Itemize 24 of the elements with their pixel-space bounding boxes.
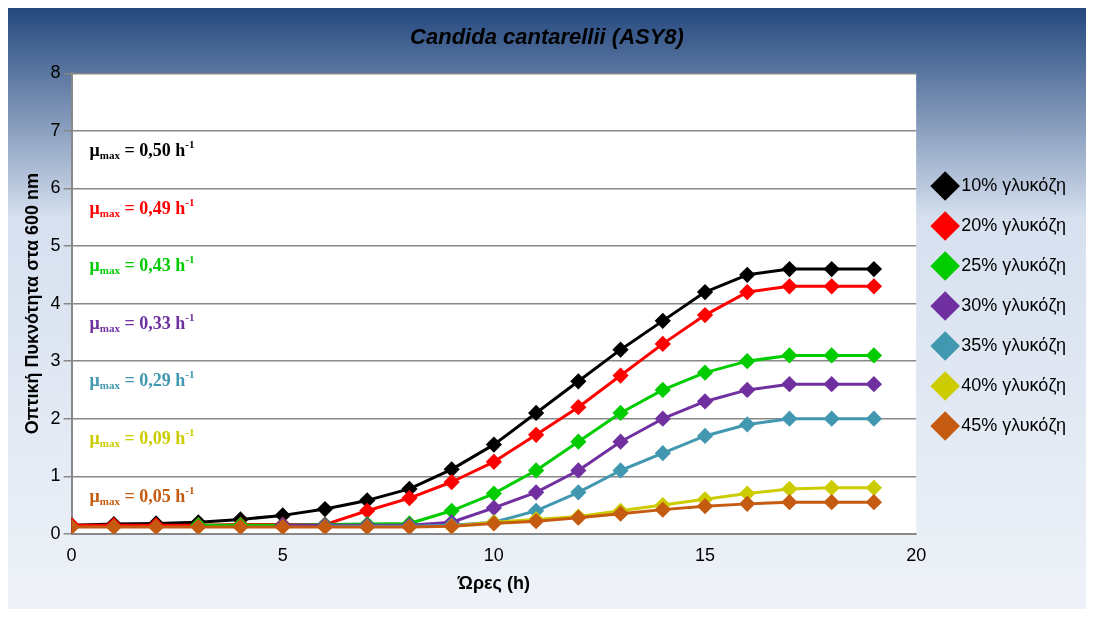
- x-tick-label: 5: [277, 544, 288, 565]
- legend-label: 20% γλυκόζη: [961, 214, 1067, 235]
- y-tick-label: 7: [50, 119, 61, 140]
- legend-label: 35% γλυκόζη: [961, 334, 1067, 355]
- y-tick-label: 5: [50, 235, 61, 256]
- legend-label: 45% γλυκόζη: [961, 414, 1067, 435]
- y-axis-title: Οπτική Πυκνότητα στα 600 nm: [21, 172, 42, 435]
- chart-title: Candida cantarellii (ASY8): [410, 24, 684, 50]
- x-axis-title: Ώρες (h): [456, 573, 530, 594]
- y-tick-label: 2: [50, 407, 61, 428]
- y-tick-label: 3: [50, 350, 61, 371]
- legend-label: 30% γλυκόζη: [961, 294, 1067, 315]
- y-tick-label: 0: [50, 522, 61, 543]
- y-tick-label: 6: [50, 177, 61, 198]
- x-tick-label: 15: [695, 544, 716, 565]
- legend-label: 10% γλυκόζη: [961, 174, 1067, 195]
- y-tick-label: 8: [50, 62, 61, 83]
- legend-label: 40% γλυκόζη: [961, 374, 1067, 395]
- y-tick-label: 4: [50, 292, 61, 313]
- x-tick-label: 20: [906, 544, 927, 565]
- x-tick-label: 0: [66, 544, 77, 565]
- legend-label: 25% γλυκόζη: [961, 254, 1067, 275]
- x-tick-label: 10: [483, 544, 504, 565]
- y-tick-label: 1: [50, 465, 61, 486]
